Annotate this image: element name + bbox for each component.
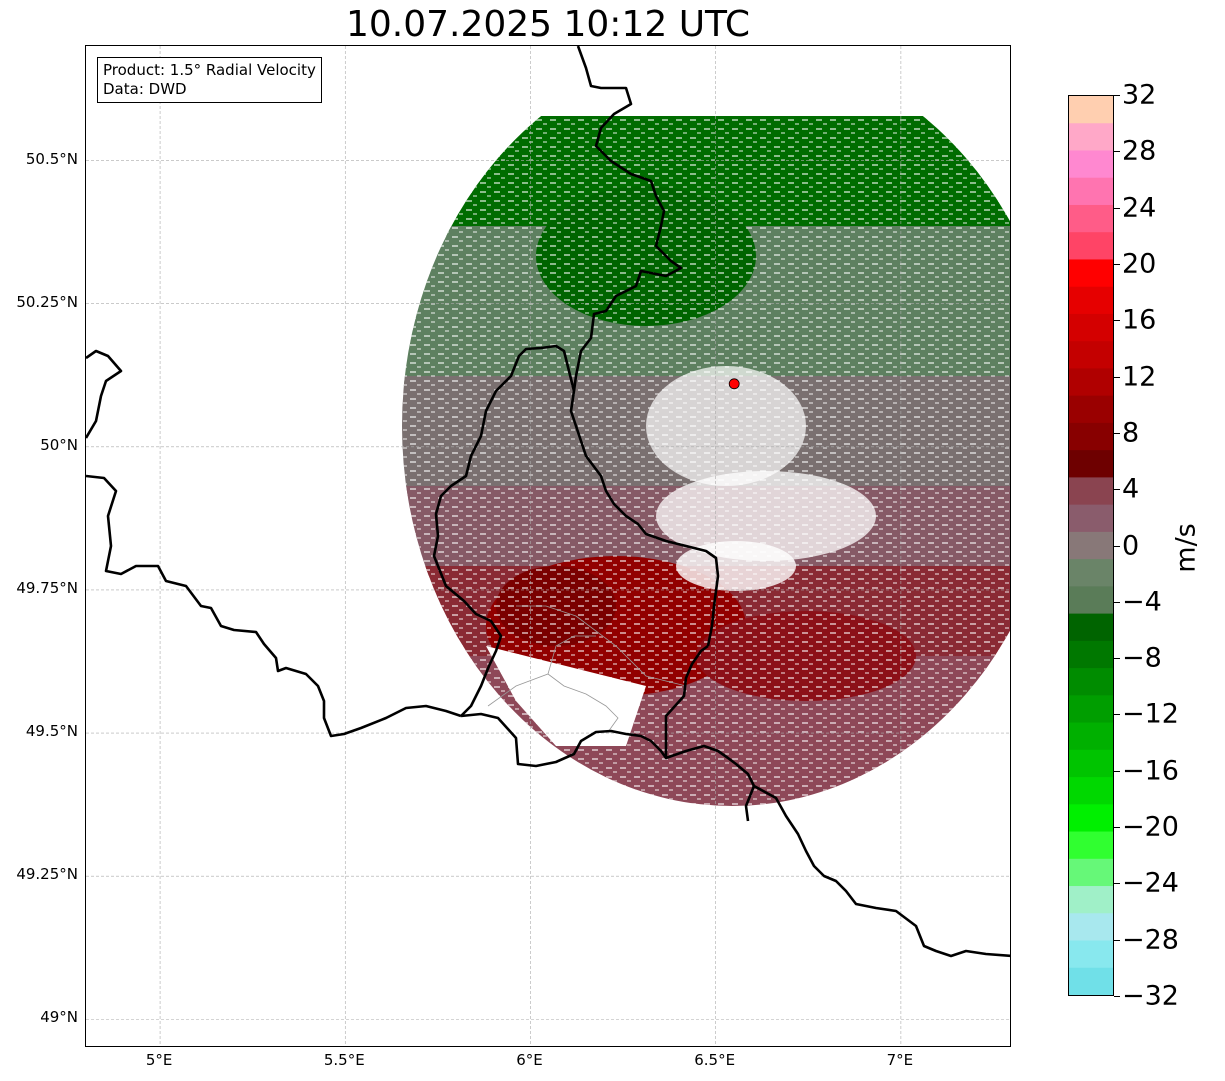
colorbar-segment <box>1069 204 1113 233</box>
colorbar-segment <box>1069 96 1113 124</box>
colorbar-segment <box>1069 286 1113 315</box>
colorbar-tick-label: 4 <box>1122 473 1140 505</box>
map-title: 10.07.2025 10:12 UTC <box>345 4 751 45</box>
colorbar-tick-label: 8 <box>1122 417 1140 449</box>
colorbar-tick-label: −12 <box>1122 698 1179 730</box>
radar-map[interactable] <box>86 46 1011 1047</box>
product-info-box: Product: 1.5° Radial Velocity Data: DWD <box>97 57 322 103</box>
colorbar-tick-mark <box>1114 151 1120 153</box>
colorbar-tick-mark <box>1114 263 1120 265</box>
colorbar-segment <box>1069 259 1113 288</box>
lon-tick-label: 5°E <box>145 1051 173 1069</box>
colorbar-tick-mark <box>1114 95 1120 96</box>
colorbar-tick-mark <box>1114 714 1120 716</box>
colorbar-segment <box>1069 858 1113 887</box>
lat-tick-label: 49.75°N <box>16 578 78 597</box>
colorbar-tick-label: 28 <box>1122 135 1157 167</box>
colorbar-segment <box>1069 504 1113 533</box>
colorbar-segment <box>1069 531 1113 560</box>
colorbar-segment <box>1069 722 1113 751</box>
colorbar-segment <box>1069 777 1113 805</box>
colorbar-tick-mark <box>1114 827 1120 829</box>
colorbar-tick-label: 32 <box>1122 79 1157 111</box>
colorbar-tick-mark <box>1114 432 1120 434</box>
colorbar-segment <box>1069 749 1113 778</box>
internal-boundaries <box>487 605 687 733</box>
colorbar-segment <box>1069 450 1113 478</box>
colorbar-tick-label: −32 <box>1122 980 1179 1012</box>
colorbar-tick-label: −8 <box>1122 642 1162 674</box>
colorbar-segment <box>1069 886 1113 914</box>
lat-tick-label: 50.5°N <box>25 149 78 168</box>
colorbar-segment <box>1069 395 1113 424</box>
colorbar-segment <box>1069 341 1113 369</box>
colorbar-tick-label: 24 <box>1122 192 1157 224</box>
map-panel[interactable] <box>85 45 1011 1047</box>
lon-tick-label: 6°E <box>516 1051 543 1069</box>
colorbar-segment <box>1069 123 1113 151</box>
colorbar-segment <box>1069 913 1113 942</box>
colorbar-segment <box>1069 232 1113 260</box>
colorbar-tick-label: −24 <box>1122 867 1179 899</box>
colorbar-tick-mark <box>1114 207 1120 209</box>
lon-tick-label: 7°E <box>886 1051 914 1069</box>
colorbar-tick-mark <box>1114 545 1120 547</box>
colorbar-segment <box>1069 695 1113 724</box>
colorbar-tick-mark <box>1114 489 1120 491</box>
colorbar-tick-label: 16 <box>1122 304 1157 336</box>
radar-site-marker[interactable] <box>728 378 740 390</box>
colorbar-segment <box>1069 313 1113 342</box>
colorbar-tick-mark <box>1114 996 1120 997</box>
colorbar-segment <box>1069 177 1113 206</box>
lat-tick-label: 50.25°N <box>16 292 78 311</box>
colorbar-segment <box>1069 613 1113 642</box>
lat-tick-label: 49°N <box>40 1008 78 1027</box>
colorbar-segment <box>1069 368 1113 397</box>
colorbar-segment <box>1069 967 1113 995</box>
product-label: Product: 1.5° Radial Velocity <box>103 61 316 79</box>
lon-tick-label: 6.5°E <box>694 1051 736 1069</box>
colorbar-tick-label: 12 <box>1122 361 1157 393</box>
data-source-label: Data: DWD <box>103 80 187 98</box>
colorbar-unit-label: m/s <box>1170 523 1202 573</box>
lat-tick-label: 49.5°N <box>25 722 78 741</box>
colorbar-segment <box>1069 586 1113 615</box>
colorbar-tick-label: 20 <box>1122 248 1157 280</box>
radar-velocity-field <box>402 106 1010 806</box>
colorbar-tick-mark <box>1114 883 1120 885</box>
colorbar-segment <box>1069 804 1113 833</box>
colorbar-tick-mark <box>1114 770 1120 772</box>
colorbar-segment <box>1069 831 1113 860</box>
colorbar-segment <box>1069 668 1113 696</box>
colorbar-tick-mark <box>1114 658 1120 660</box>
colorbar-segment <box>1069 940 1113 969</box>
lon-tick-label: 5.5°E <box>323 1051 365 1069</box>
lat-tick-label: 49.25°N <box>16 865 78 884</box>
velocity-colorbar <box>1068 95 1114 996</box>
colorbar-segment <box>1069 559 1113 587</box>
colorbar-tick-label: −16 <box>1122 755 1179 787</box>
colorbar-tick-label: 0 <box>1122 530 1140 561</box>
colorbar-segment <box>1069 150 1113 179</box>
colorbar-tick-mark <box>1114 601 1120 603</box>
colorbar-segment <box>1069 640 1113 669</box>
colorbar-tick-mark <box>1114 376 1120 378</box>
map-gridlines <box>86 46 1010 1046</box>
colorbar-segment <box>1069 477 1113 506</box>
lat-tick-label: 50°N <box>40 435 78 454</box>
colorbar-tick-mark <box>1114 939 1120 941</box>
country-borders <box>86 46 1010 958</box>
colorbar-tick-label: −28 <box>1122 924 1179 956</box>
colorbar-tick-label: −4 <box>1122 586 1162 618</box>
colorbar-tick-mark <box>1114 320 1120 322</box>
colorbar-segment <box>1069 422 1113 451</box>
colorbar-tick-label: −20 <box>1122 811 1179 843</box>
